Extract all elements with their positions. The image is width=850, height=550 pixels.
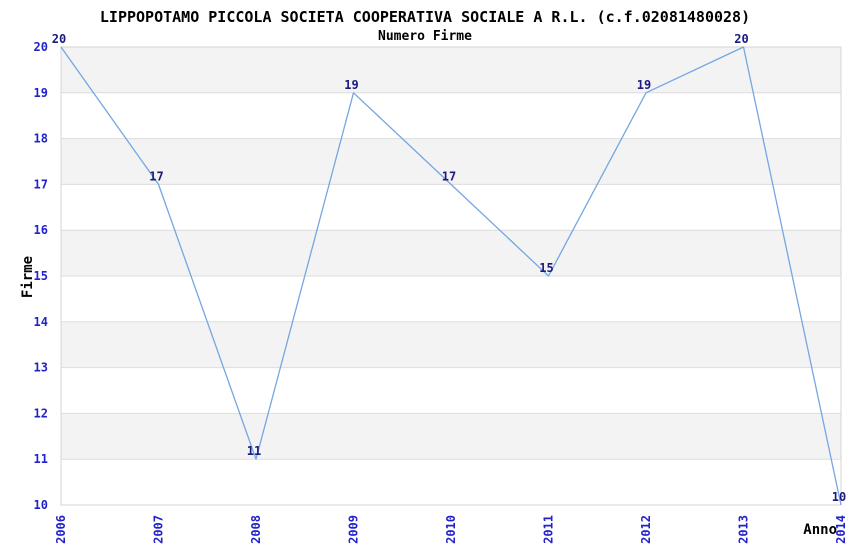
data-point-label: 17 — [149, 169, 163, 183]
x-tick-label: 2013 — [737, 515, 751, 544]
data-point-label: 11 — [247, 444, 261, 458]
x-axis-title: Anno — [803, 522, 837, 538]
data-point-label: 15 — [539, 261, 553, 275]
y-tick-label: 15 — [34, 269, 48, 283]
data-point-label: 19 — [344, 78, 358, 92]
x-tick-label: 2012 — [639, 515, 653, 544]
y-tick-label: 20 — [34, 40, 48, 54]
grid-band — [61, 413, 841, 460]
data-point-label: 20 — [734, 32, 748, 46]
x-tick-label: 2011 — [542, 515, 556, 544]
data-line — [60, 46, 842, 506]
grid-band — [61, 138, 841, 185]
y-tick-label: 16 — [34, 223, 48, 237]
y-tick-label: 18 — [34, 132, 48, 146]
y-tick-label: 14 — [34, 315, 48, 329]
data-point-label: 19 — [637, 78, 651, 92]
y-tick-label: 12 — [34, 406, 48, 420]
plot-border — [60, 46, 842, 506]
y-tick-label: 13 — [34, 361, 48, 375]
x-tick-label: 2006 — [54, 515, 68, 544]
data-point-label: 17 — [442, 169, 456, 183]
grid-band — [61, 230, 841, 276]
chart-title: LIPPOPOTAMO PICCOLA SOCIETA COOPERATIVA … — [99, 8, 751, 26]
x-tick-label: 2010 — [444, 515, 458, 544]
data-point-label: 10 — [832, 490, 846, 504]
grid-band — [61, 47, 841, 93]
y-tick-label: 11 — [34, 452, 48, 466]
y-tick-label: 10 — [34, 498, 48, 512]
y-tick-label: 17 — [34, 177, 48, 191]
x-tick-label: 2009 — [347, 515, 361, 544]
chart-subtitle: Numero Firme — [378, 29, 472, 44]
grid-band — [61, 321, 841, 368]
x-tick-label: 2007 — [152, 515, 166, 544]
y-tick-label: 19 — [34, 86, 48, 100]
data-point-label: 20 — [52, 32, 66, 46]
x-tick-label: 2014 — [834, 515, 848, 544]
x-tick-label: 2008 — [249, 515, 263, 544]
